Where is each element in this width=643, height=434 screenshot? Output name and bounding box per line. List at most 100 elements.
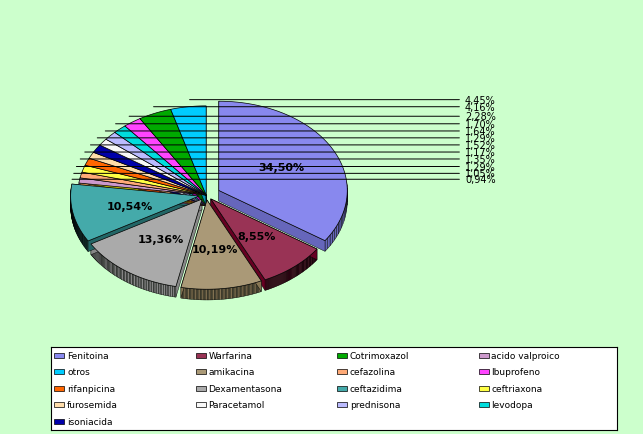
Polygon shape	[71, 184, 199, 241]
Polygon shape	[91, 200, 202, 287]
Polygon shape	[207, 201, 261, 292]
Polygon shape	[169, 286, 170, 297]
Polygon shape	[242, 286, 243, 297]
Polygon shape	[219, 102, 347, 241]
Polygon shape	[109, 261, 110, 272]
Polygon shape	[294, 266, 295, 278]
Polygon shape	[253, 283, 255, 294]
Text: furosemida: furosemida	[67, 401, 118, 409]
Polygon shape	[123, 270, 125, 282]
Polygon shape	[211, 199, 317, 260]
Polygon shape	[286, 271, 287, 282]
Polygon shape	[170, 107, 206, 196]
Polygon shape	[170, 110, 206, 206]
Polygon shape	[344, 208, 345, 222]
Polygon shape	[194, 289, 195, 300]
Polygon shape	[243, 286, 244, 297]
Polygon shape	[88, 197, 199, 252]
Bar	[54, 353, 64, 358]
Text: 2,28%: 2,28%	[129, 112, 496, 122]
Polygon shape	[174, 286, 176, 297]
Polygon shape	[268, 279, 269, 290]
Polygon shape	[162, 284, 163, 295]
Polygon shape	[297, 265, 298, 276]
Polygon shape	[192, 289, 194, 300]
Polygon shape	[100, 146, 206, 206]
Polygon shape	[119, 268, 120, 279]
Polygon shape	[236, 287, 238, 298]
Polygon shape	[170, 286, 172, 297]
Polygon shape	[91, 244, 92, 256]
Polygon shape	[204, 289, 206, 300]
Polygon shape	[104, 257, 105, 269]
Text: ceftazidima: ceftazidima	[350, 384, 403, 393]
Polygon shape	[120, 268, 122, 280]
Polygon shape	[118, 267, 119, 278]
Polygon shape	[278, 275, 280, 286]
Polygon shape	[305, 259, 306, 270]
Polygon shape	[277, 275, 278, 286]
Polygon shape	[122, 269, 123, 281]
Polygon shape	[197, 289, 199, 300]
Polygon shape	[325, 238, 327, 252]
Polygon shape	[303, 260, 305, 272]
Polygon shape	[158, 283, 160, 295]
Polygon shape	[338, 221, 340, 234]
Text: amikacina: amikacina	[208, 368, 255, 376]
Text: Warfarina: Warfarina	[208, 351, 252, 360]
Polygon shape	[92, 246, 93, 257]
Bar	[54, 369, 64, 375]
Polygon shape	[336, 224, 338, 237]
Polygon shape	[181, 201, 261, 289]
Polygon shape	[155, 283, 157, 294]
Polygon shape	[306, 258, 307, 270]
Polygon shape	[287, 270, 288, 282]
Polygon shape	[82, 173, 206, 206]
Polygon shape	[125, 127, 206, 206]
Polygon shape	[148, 280, 150, 292]
Polygon shape	[147, 280, 148, 291]
Polygon shape	[80, 178, 206, 206]
Polygon shape	[227, 288, 228, 299]
Polygon shape	[266, 279, 267, 290]
Polygon shape	[219, 289, 220, 300]
Polygon shape	[207, 289, 208, 300]
Polygon shape	[257, 282, 258, 293]
Polygon shape	[300, 263, 302, 274]
Polygon shape	[163, 285, 165, 296]
Polygon shape	[282, 273, 284, 284]
Polygon shape	[143, 279, 145, 290]
Polygon shape	[258, 282, 260, 293]
Polygon shape	[113, 263, 114, 275]
Text: prednisona: prednisona	[350, 401, 401, 409]
Bar	[195, 353, 206, 358]
Polygon shape	[238, 287, 239, 298]
Polygon shape	[225, 289, 227, 299]
Polygon shape	[106, 133, 206, 196]
Text: 0,94%: 0,94%	[72, 175, 496, 185]
Polygon shape	[202, 289, 203, 300]
Text: Dexamentasona: Dexamentasona	[208, 384, 282, 393]
Polygon shape	[203, 289, 204, 300]
Polygon shape	[189, 289, 190, 299]
Polygon shape	[270, 278, 271, 289]
Polygon shape	[249, 284, 251, 295]
Polygon shape	[214, 289, 215, 300]
Polygon shape	[345, 205, 346, 219]
Polygon shape	[93, 146, 206, 196]
Polygon shape	[288, 270, 289, 281]
Polygon shape	[343, 211, 344, 225]
Polygon shape	[295, 266, 296, 277]
Polygon shape	[309, 256, 310, 267]
Text: acido valproico: acido valproico	[491, 351, 560, 360]
Polygon shape	[91, 200, 202, 255]
Polygon shape	[96, 250, 97, 262]
Polygon shape	[99, 253, 100, 265]
Polygon shape	[82, 166, 206, 196]
Polygon shape	[72, 184, 199, 207]
Text: 4,16%: 4,16%	[154, 102, 496, 112]
Polygon shape	[269, 278, 270, 289]
Polygon shape	[145, 279, 147, 291]
Text: 13,36%: 13,36%	[138, 234, 184, 244]
Polygon shape	[172, 286, 174, 297]
